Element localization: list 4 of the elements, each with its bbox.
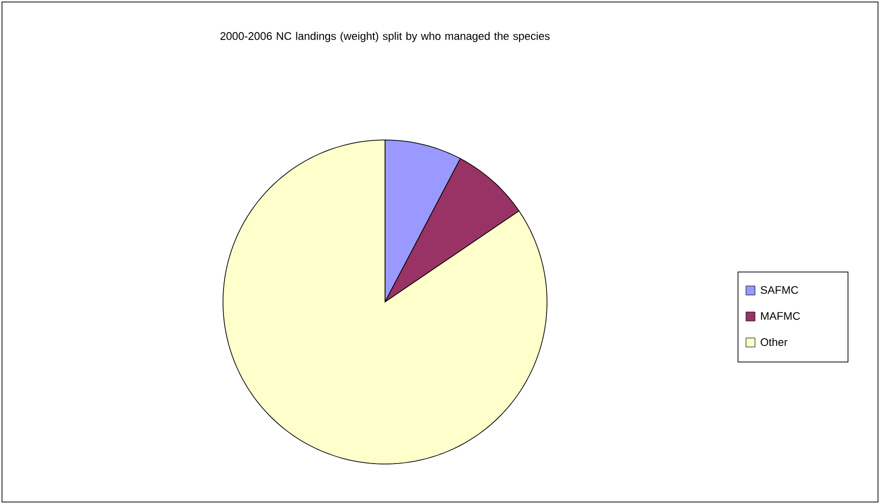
legend-label: Other <box>760 338 788 346</box>
legend-label: MAFMC <box>761 312 800 320</box>
chart-title: 2000-2006 NC landings (weight) split by who managed the species <box>220 32 550 42</box>
legend-label: SAFMC <box>760 286 798 294</box>
